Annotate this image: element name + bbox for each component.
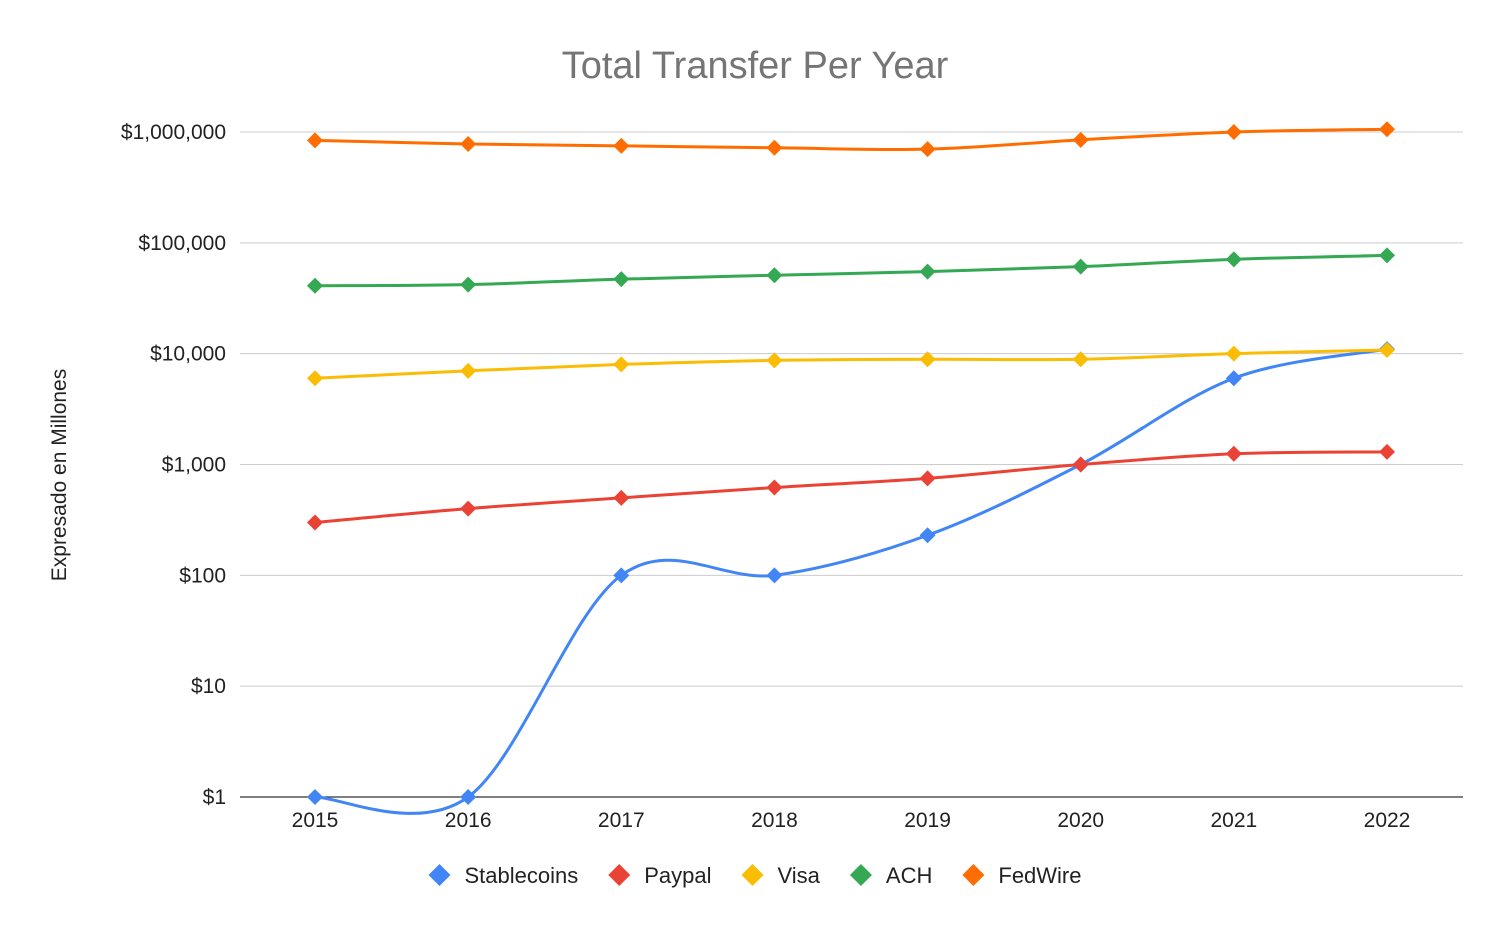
ach-point	[1072, 258, 1089, 275]
y-tick-label: $100,000	[138, 232, 226, 255]
visa-point	[613, 356, 630, 373]
x-tick-label: 2015	[292, 809, 339, 832]
legend-label: Paypal	[644, 863, 711, 888]
fedwire-point	[460, 135, 477, 152]
paypal-point	[613, 489, 630, 506]
legend-marker	[428, 864, 451, 886]
paypal-point	[1225, 445, 1242, 462]
series-fedwire	[307, 121, 1395, 158]
y-tick-label: $10,000	[150, 343, 226, 366]
gridlines	[240, 131, 1463, 798]
legend-item-paypal: Paypal	[608, 863, 712, 888]
fedwire-point	[1072, 131, 1089, 148]
ach-point	[766, 267, 783, 284]
series-visa	[307, 341, 1395, 387]
x-tick-label: 2020	[1057, 809, 1104, 832]
legend-label: FedWire	[998, 863, 1081, 888]
x-tick-label: 2019	[904, 809, 951, 832]
stablecoins-point	[307, 789, 323, 805]
series-stablecoins	[307, 341, 1395, 815]
legend-label: Stablecoins	[464, 863, 578, 888]
y-tick-label: $1,000	[162, 454, 226, 477]
visa-point	[460, 362, 477, 379]
legend-label: Visa	[778, 863, 821, 888]
fedwire-line	[313, 127, 1389, 152]
visa-point	[1072, 351, 1089, 368]
legend-item-stablecoins: Stablecoins	[428, 863, 578, 888]
stablecoins-point	[766, 567, 783, 584]
ach-point	[1225, 251, 1242, 268]
legend-marker	[849, 864, 872, 886]
legend-marker	[962, 864, 985, 886]
stablecoins-point	[1225, 370, 1242, 387]
stablecoins-point	[613, 567, 630, 584]
paypal-point	[919, 470, 936, 487]
x-tick-label: 2018	[751, 809, 798, 832]
paypal-point	[1072, 456, 1089, 473]
legend-label: ACH	[886, 863, 932, 888]
fedwire-point	[766, 139, 783, 156]
x-axis-ticks: 2015 2016 2017 2018 2019 2020 2021 2022	[292, 809, 1411, 832]
ach-point	[613, 271, 630, 288]
series-ach	[307, 247, 1395, 294]
visa-point	[766, 352, 783, 369]
visa-point	[1225, 345, 1242, 362]
y-tick-label: $10	[191, 675, 226, 698]
paypal-line	[313, 450, 1389, 524]
fedwire-point	[613, 137, 630, 154]
y-tick-label: $1	[203, 786, 226, 809]
fedwire-point	[1225, 124, 1242, 140]
visa-line	[313, 348, 1389, 380]
y-tick-label: $100	[179, 564, 226, 587]
x-tick-label: 2016	[445, 809, 492, 832]
y-tick-label: $1,000,000	[121, 121, 226, 144]
visa-point	[1379, 341, 1395, 358]
ach-point	[919, 263, 936, 280]
legend-item-fedwire: FedWire	[962, 863, 1082, 888]
x-tick-label: 2017	[598, 809, 645, 832]
fedwire-point	[307, 132, 323, 149]
paypal-point	[307, 514, 323, 531]
stablecoins-line	[313, 347, 1389, 815]
series-paypal	[307, 443, 1395, 531]
chart-title: Total Transfer Per Year	[562, 45, 949, 87]
stablecoins-point	[919, 527, 936, 544]
ach-line	[313, 253, 1389, 288]
y-axis-ticks: $1 $10 $100 $1,000 $10,000 $100,000 $1,000,000	[121, 121, 226, 809]
y-axis-label: Expresado en Millones	[48, 369, 71, 581]
series-lines	[307, 121, 1395, 815]
legend: Stablecoins Paypal Visa ACH FedWire	[428, 863, 1082, 888]
paypal-point	[460, 500, 477, 517]
ach-point	[307, 277, 323, 294]
fedwire-point	[919, 141, 936, 158]
legend-marker	[608, 864, 631, 886]
visa-point	[307, 370, 323, 387]
legend-item-visa: Visa	[741, 863, 821, 888]
paypal-point	[766, 479, 783, 496]
ach-point	[1379, 247, 1395, 264]
legend-marker	[741, 864, 764, 886]
visa-point	[919, 351, 936, 368]
stablecoins-point	[460, 789, 477, 805]
x-tick-label: 2022	[1364, 809, 1411, 832]
fedwire-point	[1379, 121, 1395, 138]
paypal-point	[1379, 443, 1395, 460]
x-tick-label: 2021	[1210, 809, 1257, 832]
legend-item-ach: ACH	[849, 863, 932, 888]
ach-point	[460, 276, 477, 293]
